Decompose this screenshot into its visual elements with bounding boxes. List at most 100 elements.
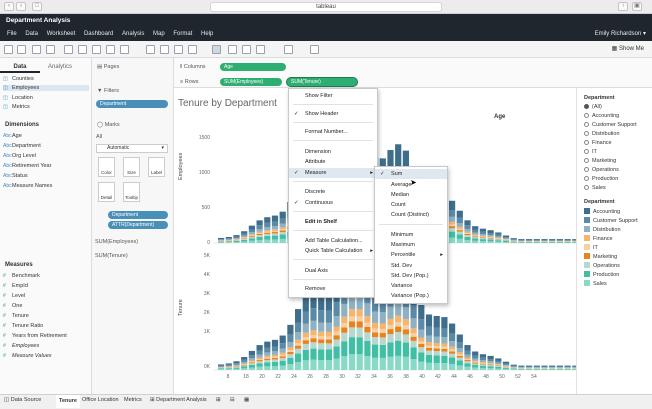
mark-pill-department[interactable]: Department [108, 211, 168, 219]
agg-minimum[interactable]: Minimum [391, 232, 414, 238]
color-legend-item[interactable]: Customer Support [584, 217, 638, 224]
agg-maximum[interactable]: Maximum [391, 242, 415, 248]
menu-help[interactable]: Help [201, 31, 214, 37]
labels-icon[interactable] [160, 45, 169, 54]
filter-option[interactable]: Marketing [584, 158, 616, 164]
measure-empid[interactable]: # EmpId [3, 283, 28, 289]
url-bar[interactable]: tableau [210, 2, 442, 12]
forward-icon[interactable]: › [16, 2, 26, 11]
menu-map[interactable]: Map [153, 31, 165, 37]
tab-department-analysis[interactable]: ⊞ Department Analysis [150, 397, 207, 403]
mark-pill-attr-department[interactable]: ATTR(Department) [108, 221, 168, 229]
tabs-icon[interactable]: ▣ [632, 2, 642, 11]
duplicate-sheet-icon[interactable] [78, 45, 87, 54]
back-icon[interactable]: ‹ [4, 2, 14, 11]
agg-std-dev-pop[interactable]: Std. Dev (Pop.) [391, 273, 429, 279]
highlight-icon[interactable] [212, 45, 221, 54]
filter-option[interactable]: IT [584, 149, 597, 155]
tab-data[interactable]: Data [0, 62, 40, 73]
datasource-location[interactable]: ◫ Location [3, 95, 33, 101]
menu-measure[interactable]: ✓ Measure ▸ [289, 168, 377, 178]
sidebar-icon[interactable]: □ [32, 2, 42, 11]
text-icon[interactable] [228, 45, 237, 54]
dimension-department[interactable]: AbcDepartment [3, 143, 41, 149]
menu-attribute[interactable]: Attribute [305, 159, 326, 165]
columns-pill-age[interactable]: Age [220, 63, 286, 71]
menu-add-table-calc[interactable]: Add Table Calculation... [305, 238, 363, 244]
measure-values[interactable]: # Measure Values [3, 353, 52, 359]
menu-continuous[interactable]: ✓ Continuous [289, 198, 377, 208]
new-dashboard-tab-icon[interactable]: ⊟ [230, 397, 235, 403]
clear-sheet-icon[interactable] [92, 45, 101, 54]
filter-option-all[interactable]: (All) [584, 104, 602, 110]
tab-data-source[interactable]: ◫ Data Source [4, 397, 42, 403]
rows-pill-employees[interactable]: SUM(Employees) [220, 78, 282, 86]
agg-std-dev[interactable]: Std. Dev [391, 263, 413, 269]
filter-option[interactable]: Production [584, 176, 618, 182]
datasource-employees[interactable]: ◫ Employees [3, 85, 89, 91]
presentation-icon[interactable] [310, 45, 319, 54]
mark-type-select[interactable]: Automatic ▾ [96, 144, 168, 153]
menu-analysis[interactable]: Analysis [121, 31, 145, 37]
undo-icon[interactable] [4, 45, 13, 54]
fit-icon[interactable] [284, 45, 293, 54]
color-legend-item[interactable]: IT [584, 244, 598, 251]
dimension-age[interactable]: AbcAge [3, 133, 22, 139]
filter-option[interactable]: Distribution [584, 131, 620, 137]
measure-benchmark[interactable]: # Benchmark [3, 273, 40, 279]
menu-edit-in-shelf[interactable]: Edit in Shelf [305, 219, 337, 225]
new-story-tab-icon[interactable]: ▦ [244, 397, 250, 403]
redo-icon[interactable] [17, 45, 26, 54]
swap-icon[interactable] [106, 45, 115, 54]
color-button[interactable]: Color [98, 157, 115, 177]
menu-format-number[interactable]: Format Number... [305, 129, 348, 135]
menu-format[interactable]: Format [173, 31, 193, 37]
sort-asc-icon[interactable] [174, 45, 183, 54]
measure-card-employees[interactable]: SUM(Employees) [95, 239, 139, 245]
filter-option[interactable]: Accounting [584, 113, 619, 119]
size-button[interactable]: Size [123, 157, 140, 177]
agg-average[interactable]: Average [391, 182, 412, 188]
measure-tenure-ratio[interactable]: # Tenure Ratio [3, 323, 43, 329]
tooltip-button[interactable]: Tooltip [123, 182, 140, 202]
color-legend-item[interactable]: Distribution [584, 226, 621, 233]
filter-option[interactable]: Operations [584, 167, 619, 173]
dimension-status[interactable]: AbcStatus [3, 173, 28, 179]
measure-level[interactable]: # Level [3, 293, 25, 299]
datasource-metrics[interactable]: ◫ Metrics [3, 104, 30, 110]
dimension-measure-names[interactable]: AbcMeasure Names [3, 183, 52, 189]
menu-dual-axis[interactable]: Dual Axis [305, 268, 328, 274]
agg-sum[interactable]: ✓ Sum [375, 169, 447, 179]
measure-tenure[interactable]: # Tenure [3, 313, 29, 319]
tab-analytics[interactable]: Analytics [47, 64, 72, 70]
agg-percentile[interactable]: Percentile ▸ [375, 250, 447, 260]
menu-discrete[interactable]: Discrete [305, 189, 326, 195]
measure-employees[interactable]: # Employees [3, 343, 39, 349]
totals-icon[interactable] [188, 45, 197, 54]
sort-icon[interactable] [120, 45, 129, 54]
agg-median[interactable]: Median [391, 192, 410, 198]
menu-file[interactable]: File [7, 31, 17, 37]
menu-show-header[interactable]: ✓ Show Header [289, 109, 377, 119]
save-icon[interactable] [32, 45, 41, 54]
datasource-counties[interactable]: ◫ Counties [3, 76, 34, 82]
menu-data[interactable]: Data [25, 31, 39, 37]
user-menu[interactable]: Emily Richardson ▾ [594, 31, 646, 37]
dimension-org-level[interactable]: AbcOrg Level [3, 153, 36, 159]
agg-variance-pop[interactable]: Variance (Pop.) [391, 293, 429, 299]
measure-one[interactable]: # One [3, 303, 22, 309]
tab-office-location[interactable]: Office Location [82, 397, 119, 403]
show-me-button[interactable]: ▦ Show Me [611, 46, 644, 52]
filter-option[interactable]: Customer Support [584, 122, 637, 128]
color-legend-item[interactable]: Production [584, 271, 619, 278]
menu-quick-table-calc[interactable]: Quick Table Calculation ▸ [289, 246, 377, 256]
marks-all[interactable]: All [96, 134, 103, 140]
filter-option[interactable]: Sales [584, 185, 606, 191]
format-icon[interactable] [242, 45, 251, 54]
agg-variance[interactable]: Variance [391, 283, 413, 289]
new-sheet-tab-icon[interactable]: ⊞ [216, 397, 221, 403]
filter-pill-department[interactable]: Department [96, 100, 168, 108]
tab-metrics[interactable]: Metrics [124, 397, 142, 403]
new-sheet-icon[interactable] [64, 45, 73, 54]
filter-option[interactable]: Finance [584, 140, 612, 146]
